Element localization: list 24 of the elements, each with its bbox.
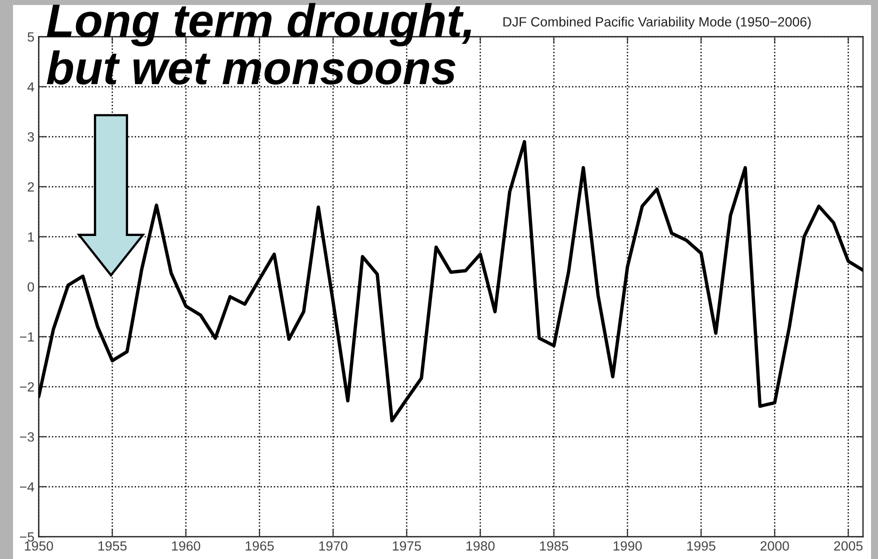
y-tick-label: −2 — [20, 382, 34, 392]
y-tick-label: 1 — [28, 232, 34, 242]
y-tick-label: −5 — [20, 532, 34, 542]
x-tick-label: 1970 — [319, 541, 348, 551]
y-tick-label: −3 — [20, 432, 34, 442]
x-tick-label: 1955 — [98, 541, 127, 551]
x-tick-label: 1995 — [687, 541, 716, 551]
y-tick-label: 2 — [28, 182, 34, 192]
y-tick-label: 0 — [28, 282, 34, 292]
x-tick-label: 2005 — [834, 541, 863, 551]
x-tick-label: 1985 — [540, 541, 568, 551]
x-tick-label: 2000 — [760, 541, 789, 551]
y-tick-label: 4 — [27, 82, 34, 92]
y-tick-label: 3 — [28, 132, 34, 142]
x-tick-label: 1965 — [246, 541, 274, 551]
x-tick-label: 1950 — [24, 541, 54, 551]
x-tick-label: 1980 — [466, 541, 495, 551]
y-tick-label: −4 — [20, 482, 34, 492]
chart-title: DJF Combined Pacific Variability Mode (1950−2006) — [503, 16, 811, 30]
x-tick-label: 1960 — [172, 541, 200, 551]
y-tick-label: 5 — [28, 32, 34, 42]
x-tick-label: 1990 — [614, 541, 642, 551]
y-tick-label: −1 — [20, 332, 34, 342]
x-tick-label: 1975 — [392, 541, 421, 551]
